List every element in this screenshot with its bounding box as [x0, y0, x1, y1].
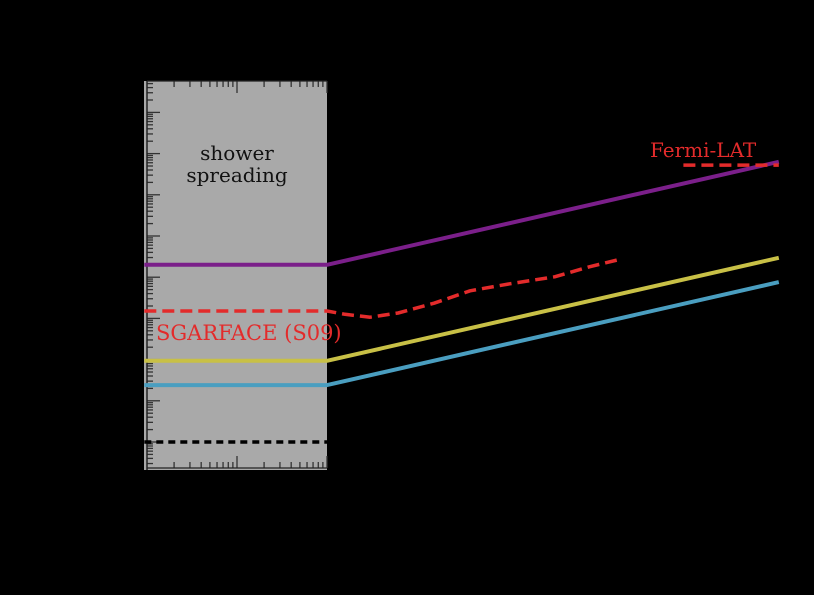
series-group: [144, 159, 780, 444]
series-purple: [144, 159, 780, 267]
sgarface-label: SGARFACE (S09): [156, 321, 342, 345]
shower-label-line1: shower: [200, 141, 274, 165]
fermi-lat-label: Fermi-LAT: [650, 138, 757, 162]
series-blue: [144, 280, 780, 388]
series-yellow: [144, 255, 780, 363]
series-sgarface-s09: [144, 258, 619, 319]
shower-label-line2: spreading: [186, 163, 287, 187]
shower-spreading-region: [144, 81, 327, 470]
